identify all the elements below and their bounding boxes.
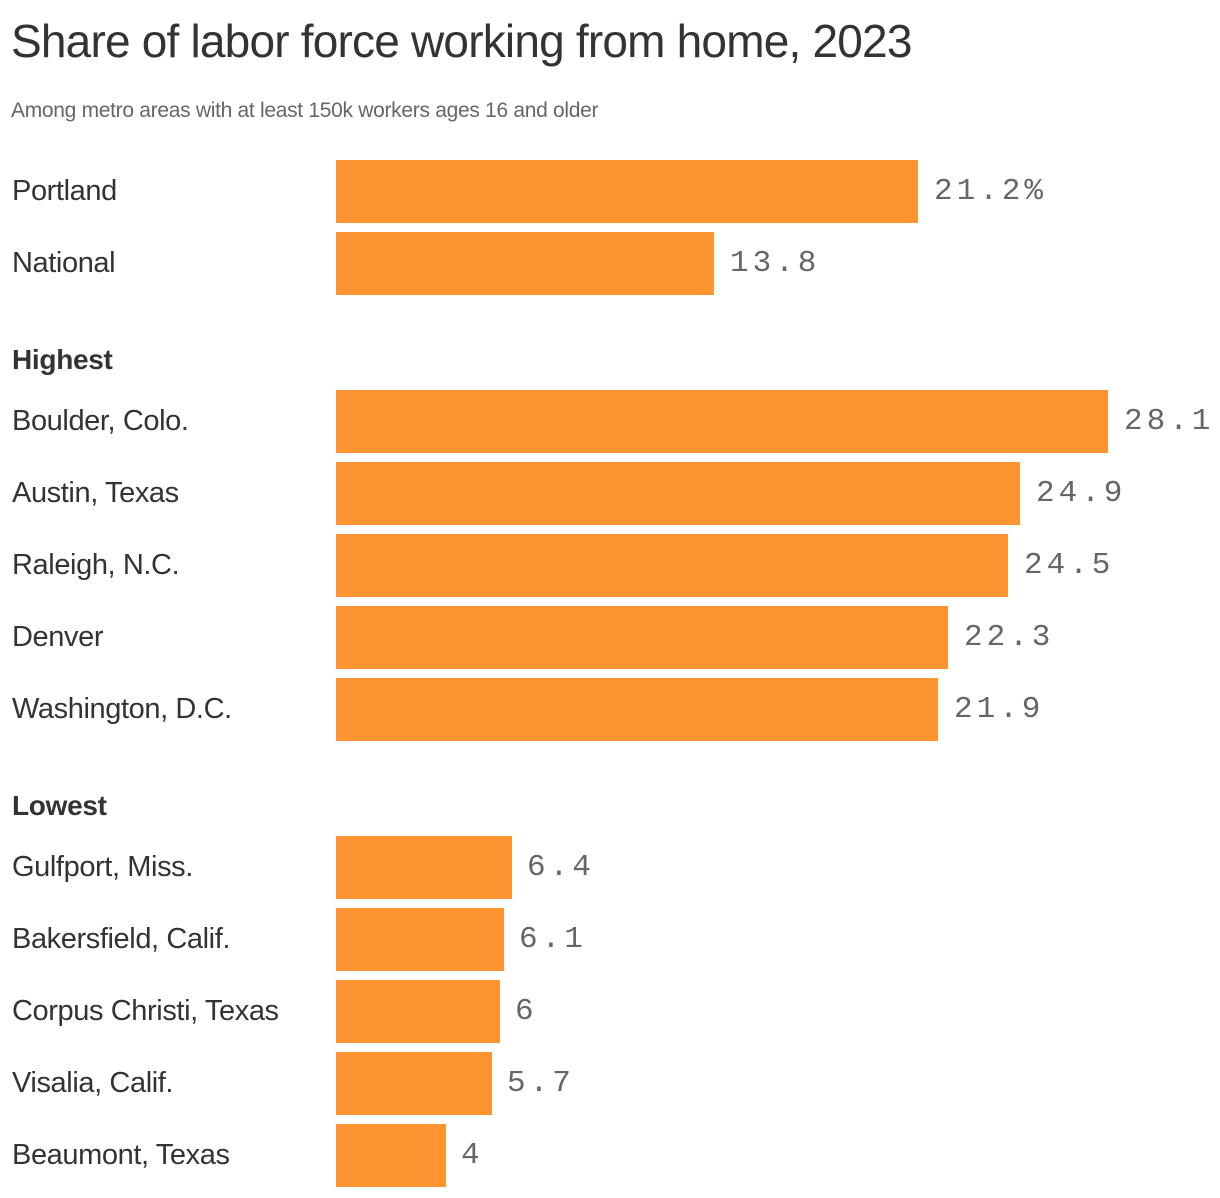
bar-boulder <box>336 390 1108 453</box>
row-label-portland: Portland <box>12 175 117 207</box>
row-label-austin: Austin, Texas <box>12 477 179 509</box>
section-label-highest: Highest <box>12 344 113 375</box>
section-label-lowest: Lowest <box>12 790 107 821</box>
value-portland: 21.2% <box>934 174 1048 209</box>
value-austin: 24.9 <box>1036 476 1127 511</box>
row-label-gulfport: Gulfport, Miss. <box>12 851 193 883</box>
value-beaumont: 4 <box>461 1138 484 1173</box>
value-visalia: 5.7 <box>507 1066 575 1101</box>
bar-beaumont <box>336 1124 446 1187</box>
row-label-beaumont: Beaumont, Texas <box>12 1139 230 1171</box>
bar-bakersfield <box>336 908 504 971</box>
bar-corpus-christi <box>336 980 500 1043</box>
value-washington: 21.9 <box>954 692 1045 727</box>
bar-portland <box>336 160 918 223</box>
bar-austin <box>336 462 1020 525</box>
value-bakersfield: 6.1 <box>519 922 587 957</box>
value-raleigh: 24.5 <box>1024 548 1115 583</box>
bar-gulfport <box>336 836 512 899</box>
row-label-visalia: Visalia, Calif. <box>12 1067 174 1099</box>
row-label-national: National <box>12 247 116 279</box>
value-national: 13.8 <box>730 246 821 281</box>
chart-title: Share of labor force working from home, … <box>11 15 912 67</box>
bar-national <box>336 232 714 295</box>
row-label-raleigh: Raleigh, N.C. <box>12 549 180 581</box>
row-label-washington: Washington, D.C. <box>12 693 232 725</box>
bar-visalia <box>336 1052 492 1115</box>
row-label-bakersfield: Bakersfield, Calif. <box>12 923 231 955</box>
value-denver: 22.3 <box>964 620 1055 655</box>
value-boulder: 28.1 <box>1124 404 1215 439</box>
chart-subtitle: Among metro areas with at least 150k wor… <box>11 99 599 122</box>
bar-denver <box>336 606 948 669</box>
bar-washington <box>336 678 938 741</box>
value-corpus-christi: 6 <box>515 994 538 1029</box>
value-gulfport: 6.4 <box>527 850 595 885</box>
row-label-corpus-christi: Corpus Christi, Texas <box>12 995 279 1027</box>
row-label-denver: Denver <box>12 621 104 653</box>
row-label-boulder: Boulder, Colo. <box>12 405 189 437</box>
bar-raleigh <box>336 534 1008 597</box>
